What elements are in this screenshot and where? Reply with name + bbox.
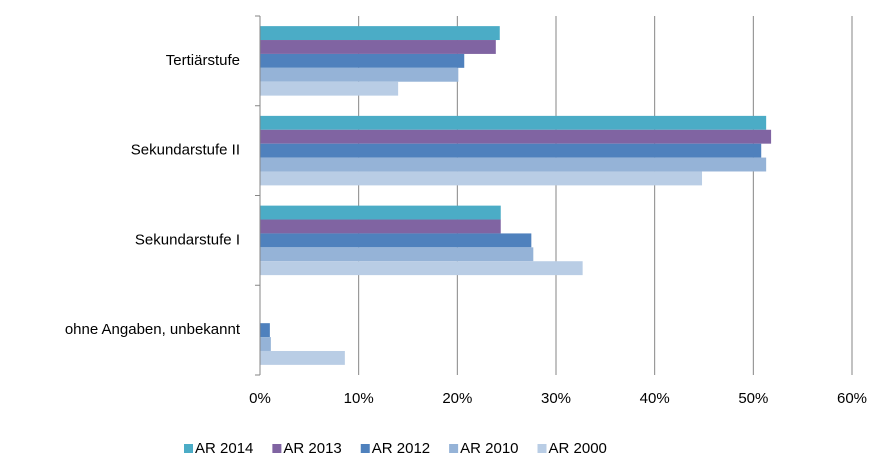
legend-swatch	[272, 444, 282, 453]
bar	[260, 53, 465, 68]
bar	[260, 219, 501, 234]
bar	[260, 323, 270, 338]
x-tick-label: 10%	[344, 390, 374, 407]
bar	[260, 233, 532, 248]
bar	[260, 67, 459, 82]
bar	[260, 205, 501, 220]
legend-label: AR 2012	[372, 440, 430, 457]
legend-label: AR 2010	[460, 440, 518, 457]
x-tick-label: 40%	[640, 390, 670, 407]
bar	[260, 171, 703, 186]
bar	[260, 115, 767, 130]
bar	[260, 157, 767, 172]
bar	[260, 337, 271, 351]
bar	[260, 261, 583, 276]
x-tick-label: 0%	[249, 390, 271, 407]
legend-swatch	[360, 444, 370, 453]
y-tick-label: Sekundarstufe I	[135, 231, 240, 248]
x-tick-label: 20%	[442, 390, 472, 407]
bar	[260, 350, 345, 365]
bar	[260, 247, 534, 262]
legend-swatch	[537, 444, 547, 453]
legend-label: AR 2000	[549, 440, 607, 457]
y-tick-label: Sekundarstufe II	[131, 142, 240, 159]
x-tick-label: 30%	[541, 390, 571, 407]
bar	[260, 40, 496, 54]
x-tick-label: 50%	[738, 390, 768, 407]
bar	[260, 143, 762, 158]
bar	[260, 81, 399, 96]
legend-label: AR 2014	[195, 440, 253, 457]
bar	[260, 129, 772, 144]
bar	[260, 26, 500, 41]
legend-swatch	[184, 444, 193, 453]
y-tick-label: Tertiärstufe	[166, 52, 240, 69]
y-tick-label: ohne Angaben, unbekannt	[65, 321, 241, 338]
legend-label: AR 2013	[283, 440, 341, 457]
legend-swatch	[449, 444, 459, 453]
x-tick-label: 60%	[837, 390, 867, 407]
